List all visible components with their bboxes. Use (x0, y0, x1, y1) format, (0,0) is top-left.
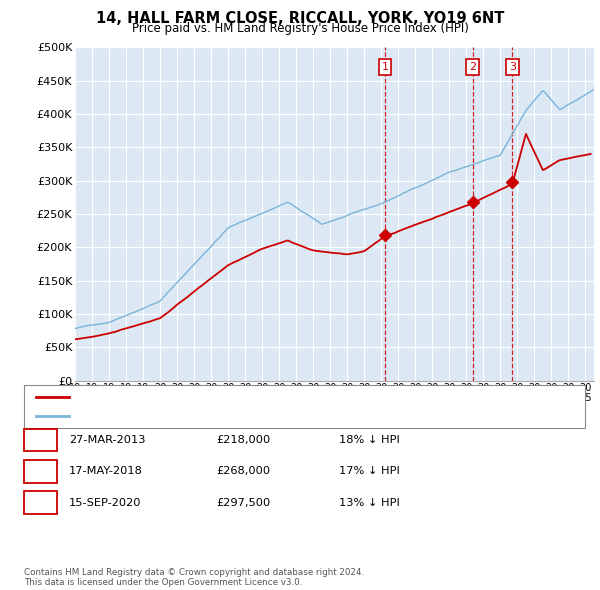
Text: 3: 3 (509, 62, 516, 72)
Text: £218,000: £218,000 (216, 435, 270, 445)
Text: 17-MAY-2018: 17-MAY-2018 (69, 467, 143, 476)
Text: £268,000: £268,000 (216, 467, 270, 476)
Text: 2: 2 (37, 465, 44, 478)
Text: 27-MAR-2013: 27-MAR-2013 (69, 435, 146, 445)
Text: £297,500: £297,500 (216, 498, 270, 507)
Text: 14, HALL FARM CLOSE, RICCALL, YORK, YO19 6NT (detached house): 14, HALL FARM CLOSE, RICCALL, YORK, YO19… (75, 392, 412, 402)
Text: Price paid vs. HM Land Registry's House Price Index (HPI): Price paid vs. HM Land Registry's House … (131, 22, 469, 35)
Text: 3: 3 (37, 496, 44, 509)
Text: HPI: Average price, detached house, North Yorkshire: HPI: Average price, detached house, Nort… (75, 411, 335, 421)
Text: 17% ↓ HPI: 17% ↓ HPI (339, 467, 400, 476)
Text: Contains HM Land Registry data © Crown copyright and database right 2024.: Contains HM Land Registry data © Crown c… (24, 568, 364, 577)
Text: 13% ↓ HPI: 13% ↓ HPI (339, 498, 400, 507)
Text: 15-SEP-2020: 15-SEP-2020 (69, 498, 142, 507)
Text: 1: 1 (382, 62, 389, 72)
Text: 1: 1 (37, 434, 44, 447)
Text: 14, HALL FARM CLOSE, RICCALL, YORK, YO19 6NT: 14, HALL FARM CLOSE, RICCALL, YORK, YO19… (96, 11, 504, 25)
Bar (385, 47, 594, 381)
Text: 18% ↓ HPI: 18% ↓ HPI (339, 435, 400, 445)
Text: 2: 2 (469, 62, 476, 72)
Text: This data is licensed under the Open Government Licence v3.0.: This data is licensed under the Open Gov… (24, 578, 302, 587)
